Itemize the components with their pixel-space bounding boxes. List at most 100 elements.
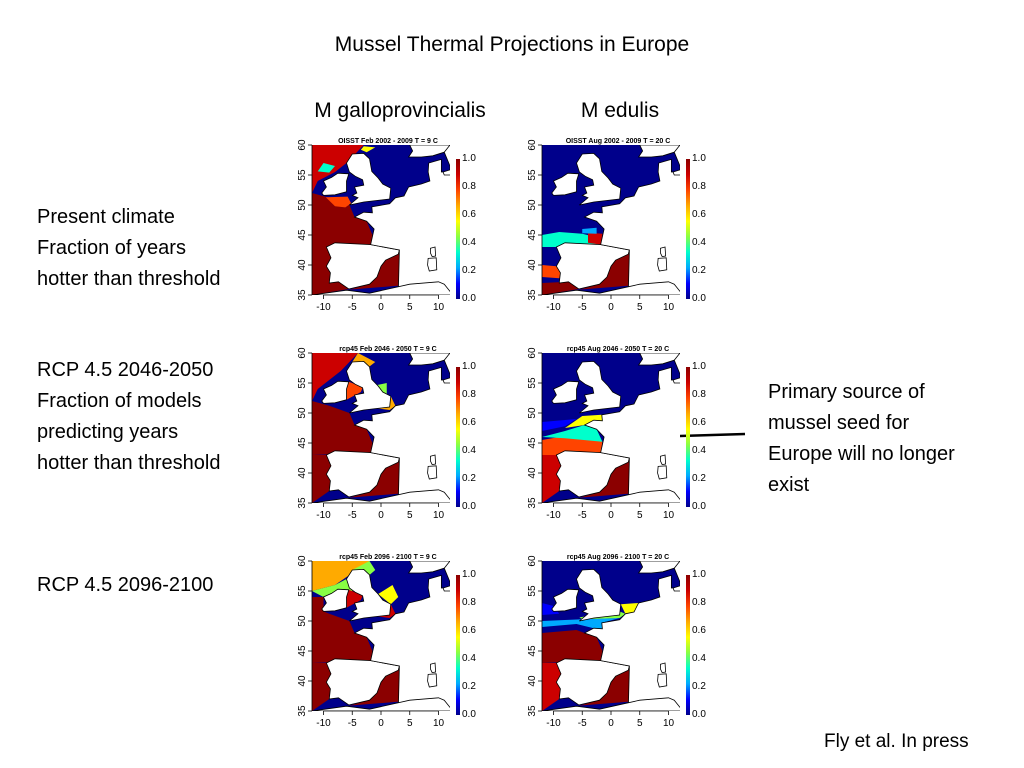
heat-region: [312, 281, 349, 295]
panel-title: rcp45 Feb 2096 - 2100 T = 9 C: [339, 554, 436, 561]
map-panel: rcp45 Feb 2096 - 2100 T = 9 C -10 -5 0 5 10 35…: [290, 551, 460, 741]
heat-region: [312, 455, 331, 503]
colorbar-tick-label: 0.0: [462, 293, 476, 304]
land-mass: [551, 380, 580, 404]
colorbar-tick-label: 1.0: [692, 361, 706, 372]
row-label-line: predicting years: [37, 421, 179, 443]
column-header-edulis: M edulis: [580, 99, 660, 122]
y-tick-label: 45: [297, 645, 308, 657]
colorbar-tick-label: 0.0: [692, 709, 706, 720]
y-tick-label: 45: [297, 229, 308, 241]
heat-region: [542, 663, 561, 711]
land-mass: [542, 697, 680, 711]
colorbar-tick-label: 0.6: [692, 209, 706, 220]
land-mass: [637, 145, 680, 158]
panel-title: rcp45 Feb 2046 - 2050 T = 9 C: [339, 346, 436, 353]
y-tick-label: 50: [297, 407, 308, 419]
x-tick-label: 0: [378, 302, 384, 313]
land-mass: [312, 697, 450, 711]
row-label-line: hotter than threshold: [37, 452, 221, 474]
land-mass: [583, 353, 680, 503]
x-tick-label: 0: [378, 718, 384, 729]
x-tick-label: -10: [316, 302, 331, 313]
heat-region: [542, 630, 603, 663]
heat-region: [312, 401, 373, 455]
colorbar-tick-label: 0.4: [692, 653, 706, 664]
land-mass: [583, 561, 680, 711]
y-tick-label: 45: [527, 229, 538, 241]
heat-region: [312, 247, 331, 283]
y-tick-label: 55: [527, 169, 538, 181]
y-tick-label: 50: [527, 199, 538, 211]
x-tick-label: -10: [546, 302, 561, 313]
heatmap-svg: rcp45 Aug 2096 - 2100 T = 20 C -10 -5 0 5 10 3…: [527, 554, 690, 729]
x-tick-label: -5: [348, 302, 357, 313]
colorbar-tick-label: 0.4: [462, 445, 476, 456]
row-label-line: Present climate: [37, 206, 175, 228]
colorbar-tick-label: 0.4: [462, 237, 476, 248]
heatmap-svg: OISST Feb 2002 - 2009 T = 9 C -10 -5 0 5 10 35…: [297, 138, 460, 313]
land-mass: [673, 353, 680, 375]
colorbar-tick-label: 0.8: [692, 597, 706, 608]
y-tick-label: 55: [297, 377, 308, 389]
y-tick-label: 35: [527, 289, 538, 301]
x-tick-label: -10: [316, 510, 331, 521]
x-tick-label: -10: [546, 510, 561, 521]
land-mass: [657, 465, 668, 480]
x-tick-label: -10: [316, 718, 331, 729]
heat-region: [542, 618, 620, 629]
x-tick-label: 0: [608, 510, 614, 521]
colorbar-tick-label: 0.0: [462, 709, 476, 720]
land-mass: [672, 169, 680, 176]
y-tick-label: 55: [527, 585, 538, 597]
land-mass: [551, 588, 580, 612]
colorbar-tick-label: 0.8: [462, 389, 476, 400]
row-label-present: Present climate Fraction of years hotter…: [37, 202, 220, 295]
column-header-galloprovincialis: M galloprovincialis: [314, 99, 486, 122]
y-tick-label: 55: [297, 585, 308, 597]
y-tick-label: 50: [297, 615, 308, 627]
row-label-line: RCP 4.5 2046-2050: [37, 359, 214, 381]
y-tick-label: 50: [297, 199, 308, 211]
x-tick-label: 5: [637, 302, 643, 313]
row-label-line: Fraction of models: [37, 390, 202, 412]
land-mass: [427, 465, 438, 480]
land-mass: [346, 152, 392, 206]
land-mass: [407, 353, 450, 366]
heat-region: [312, 353, 358, 401]
land-mass: [427, 673, 438, 688]
land-mass: [353, 353, 450, 503]
heatmap-svg: rcp45 Aug 2046 - 2050 T = 20 C -10 -5 0 5 10 3…: [527, 346, 690, 521]
land-mass: [551, 172, 580, 196]
annotation-line: Europe will no longer: [768, 443, 955, 465]
x-tick-label: 0: [378, 510, 384, 521]
land-mass: [443, 353, 450, 375]
colorbar-tick-label: 0.0: [462, 501, 476, 512]
x-tick-label: -5: [348, 718, 357, 729]
colorbar-tick-label: 0.0: [692, 501, 706, 512]
colorbar: [686, 159, 690, 299]
land-mass: [312, 281, 450, 295]
y-tick-label: 40: [527, 467, 538, 479]
y-tick-label: 60: [297, 139, 308, 151]
land-mass: [346, 360, 392, 414]
annotation-line: exist: [768, 474, 810, 496]
heat-region: [312, 193, 373, 247]
x-tick-label: -5: [578, 302, 587, 313]
colorbar-tick-label: 0.0: [692, 293, 706, 304]
land-mass: [407, 561, 450, 574]
colorbar-tick-label: 0.6: [462, 625, 476, 636]
annotation-line: Primary source of: [768, 381, 925, 403]
x-tick-label: 5: [407, 718, 413, 729]
panel-title: rcp45 Aug 2046 - 2050 T = 20 C: [567, 346, 669, 353]
panel-title: OISST Aug 2002 - 2009 T = 20 C: [566, 138, 671, 145]
land-mass: [637, 561, 680, 574]
colorbar-tick-label: 0.2: [692, 681, 706, 692]
colorbar-tick-label: 0.6: [692, 625, 706, 636]
heat-region: [542, 232, 601, 247]
x-tick-label: 5: [407, 510, 413, 521]
panel-title: OISST Feb 2002 - 2009 T = 9 C: [338, 138, 438, 145]
land-mass: [353, 145, 450, 295]
land-mass: [442, 169, 450, 176]
heatmap-svg: OISST Aug 2002 - 2009 T = 20 C -10 -5 0 5 10 3…: [527, 138, 690, 313]
